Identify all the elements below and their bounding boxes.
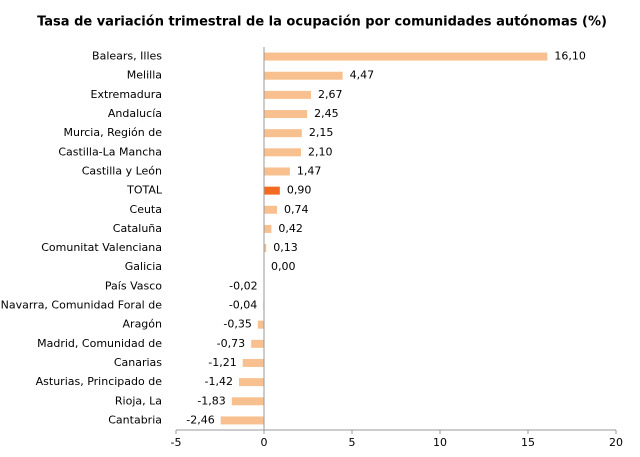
value-label: 2,10 (308, 145, 333, 158)
bar (264, 186, 280, 195)
y-tick-label: Galicia (125, 260, 162, 273)
value-label: -0,02 (229, 279, 257, 292)
y-tick-label: Castilla-La Mancha (58, 145, 162, 158)
bar (231, 397, 264, 406)
bar (264, 205, 278, 214)
bar (264, 71, 343, 80)
bar (264, 148, 301, 157)
bar (220, 416, 264, 425)
bar (251, 339, 264, 348)
x-tick-label: 0 (261, 436, 268, 449)
value-label: 0,13 (273, 241, 298, 254)
value-label: -0,73 (217, 337, 245, 350)
y-tick-label: Asturias, Principado de (36, 375, 163, 388)
value-label: -1,83 (197, 394, 225, 407)
y-tick-label: Andalucía (108, 107, 162, 120)
y-tick-label: TOTAL (126, 184, 163, 197)
value-label: -1,42 (205, 375, 233, 388)
y-tick-label: Comunitat Valenciana (41, 241, 162, 254)
bar (264, 52, 548, 61)
value-label: -2,46 (186, 413, 214, 426)
x-tick-label: -5 (171, 436, 182, 449)
y-tick-label: Murcia, Región de (64, 126, 163, 139)
y-tick-label: Navarra, Comunidad Foral de (1, 299, 163, 312)
y-tick-label: Cantabria (108, 413, 162, 426)
bar (264, 244, 267, 253)
y-tick-label: Melilla (127, 69, 162, 82)
value-label: -1,21 (208, 356, 236, 369)
y-tick-label: Madrid, Comunidad de (37, 337, 162, 350)
value-label: 0,00 (271, 260, 296, 273)
value-label: 0,42 (278, 222, 303, 235)
bar (239, 378, 264, 387)
y-tick-label: País Vasco (105, 279, 162, 292)
value-label: -0,04 (229, 299, 257, 312)
y-tick-label: Cataluña (113, 222, 162, 235)
value-label: 0,74 (284, 203, 309, 216)
y-tick-label: Extremadura (91, 88, 163, 101)
x-tick-label: 5 (349, 436, 356, 449)
value-label: 2,15 (309, 126, 334, 139)
bar (264, 129, 302, 138)
y-tick-label: Rioja, La (115, 394, 162, 407)
value-label: 2,67 (318, 88, 343, 101)
bar (264, 110, 308, 119)
y-tick-label: Balears, Illes (92, 50, 162, 63)
value-label: 4,47 (350, 69, 375, 82)
bar (242, 358, 264, 367)
bar (264, 90, 311, 99)
y-tick-label: Aragón (123, 318, 163, 331)
value-label: 0,90 (287, 184, 312, 197)
x-tick-label: 15 (521, 436, 535, 449)
value-label: -0,35 (223, 318, 251, 331)
x-tick-label: 20 (609, 436, 623, 449)
bar (257, 320, 264, 329)
bar (264, 167, 290, 176)
bar (264, 224, 272, 233)
y-tick-label: Canarias (114, 356, 162, 369)
value-label: 16,10 (554, 50, 586, 63)
x-tick-label: 10 (433, 436, 447, 449)
value-label: 1,47 (297, 164, 322, 177)
chart-title: Tasa de variación trimestral de la ocupa… (37, 15, 607, 30)
y-tick-label: Ceuta (130, 203, 162, 216)
y-tick-label: Castilla y León (82, 164, 162, 177)
value-label: 2,45 (314, 107, 339, 120)
